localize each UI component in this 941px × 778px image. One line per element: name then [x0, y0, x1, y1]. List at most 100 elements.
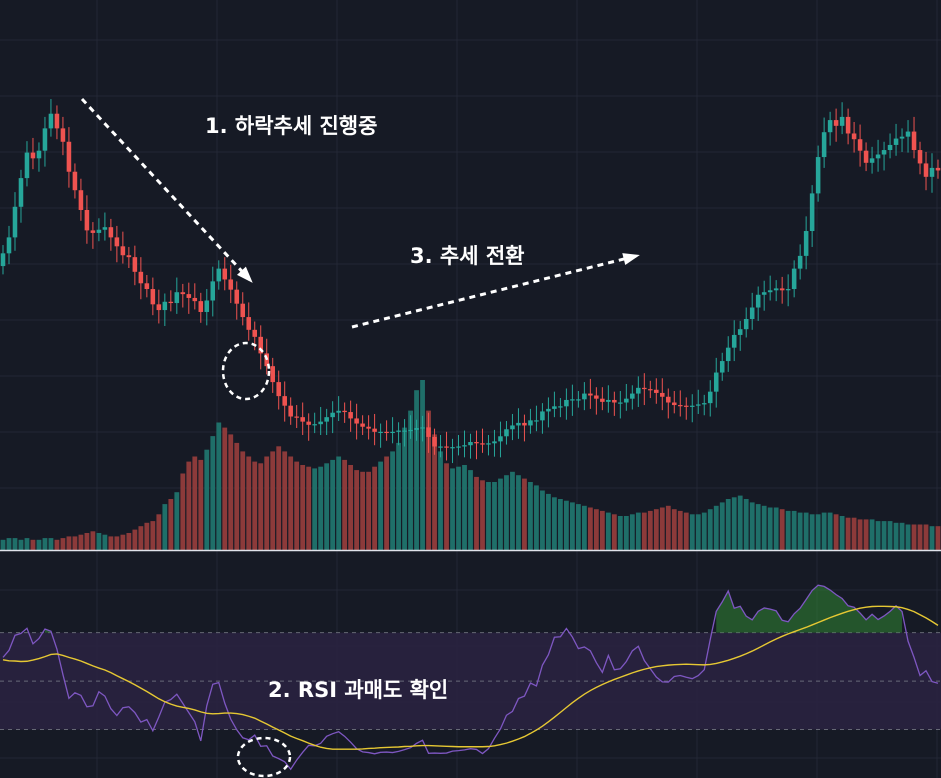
- volume-bar: [767, 507, 773, 550]
- volume-bar: [402, 427, 407, 550]
- candle-body: [138, 271, 144, 284]
- volume-bar: [168, 499, 174, 550]
- candle-body: [462, 445, 467, 447]
- volume-bar: [432, 434, 437, 550]
- candle-body: [198, 301, 204, 312]
- candle-body: [354, 418, 359, 424]
- candle-body: [701, 403, 707, 405]
- volume-bar: [635, 512, 641, 550]
- volume-bar: [743, 499, 749, 550]
- annotation-rsi-oversold: 2. RSI 과매도 확인: [268, 678, 449, 702]
- candle-body: [528, 420, 533, 426]
- volume-bar: [707, 509, 713, 550]
- volume-bar: [300, 465, 306, 550]
- candle-body: [570, 399, 575, 401]
- volume-bar: [156, 514, 162, 550]
- candle-body: [36, 150, 42, 159]
- candle-body: [683, 405, 689, 407]
- candle-body: [624, 398, 629, 403]
- volume-bar: [552, 497, 557, 550]
- volume-bar: [246, 456, 252, 550]
- candle-body: [276, 382, 281, 397]
- candle-body: [456, 446, 461, 448]
- candle-body: [618, 402, 623, 404]
- candle-body: [42, 128, 48, 151]
- candle-body: [737, 329, 743, 335]
- candle-body: [600, 398, 605, 402]
- candle-body: [186, 294, 192, 298]
- volume-bar: [611, 514, 617, 550]
- volume-bar: [48, 538, 54, 550]
- candle-body: [120, 246, 126, 256]
- candle-body: [749, 307, 755, 319]
- volume-bar: [558, 499, 563, 550]
- volume-bar: [492, 482, 497, 550]
- volume-bar: [120, 534, 126, 550]
- volume-bar: [468, 470, 473, 550]
- volume-bar: [755, 504, 761, 550]
- candle-body: [725, 347, 731, 362]
- candle-body: [564, 399, 569, 407]
- candle-body: [450, 447, 455, 449]
- volume-bar: [186, 461, 192, 550]
- volume-bar: [761, 505, 767, 550]
- candle-body: [929, 167, 935, 177]
- candle-body: [294, 416, 299, 418]
- volume-bar: [108, 536, 114, 550]
- candle-body: [180, 292, 186, 295]
- volume-bar: [605, 512, 611, 550]
- volume-bar: [450, 468, 455, 550]
- volume-bar: [240, 451, 246, 550]
- volume-bar: [785, 510, 791, 550]
- candle-body: [588, 393, 593, 396]
- candle-body: [767, 290, 773, 293]
- volume-bar: [114, 536, 120, 550]
- volume-bar: [480, 480, 485, 550]
- volume-bar: [737, 495, 743, 550]
- volume-bar: [647, 510, 653, 550]
- volume-bar: [486, 482, 491, 550]
- volume-bar: [318, 466, 324, 550]
- volume-bar: [408, 410, 413, 550]
- volume-bar: [773, 507, 779, 550]
- candle-body: [192, 297, 198, 302]
- candle-body: [875, 154, 881, 159]
- volume-bar: [312, 468, 318, 550]
- candle-body: [432, 436, 437, 447]
- candle-body: [516, 422, 521, 426]
- candle-body: [468, 442, 473, 446]
- volume-bar: [234, 442, 240, 550]
- candle-body: [84, 209, 90, 231]
- volume-bar: [138, 526, 144, 550]
- volume-bar: [540, 490, 545, 550]
- volume-bar: [474, 476, 479, 550]
- volume-bar: [276, 446, 282, 550]
- volume-bar: [917, 524, 923, 550]
- candle-body: [660, 392, 665, 397]
- volume-bar: [587, 507, 593, 550]
- candle-body: [132, 257, 138, 272]
- volume-bar: [192, 456, 198, 550]
- volume-bar: [456, 466, 461, 550]
- volume-bar: [815, 514, 821, 550]
- candle-body: [857, 139, 863, 151]
- candle-body: [815, 157, 821, 194]
- candle-body: [719, 361, 725, 373]
- volume-bar: [899, 522, 905, 550]
- candle-body: [426, 427, 431, 437]
- candle-body: [534, 420, 539, 422]
- volume-bar: [887, 521, 893, 550]
- volume-bar: [348, 465, 354, 550]
- volume-bar: [929, 526, 935, 550]
- candle-body: [234, 289, 240, 304]
- candle-body: [0, 253, 6, 267]
- volume-bar: [821, 512, 827, 550]
- volume-bar: [593, 509, 599, 550]
- volume-bar: [372, 466, 377, 550]
- candle-body: [348, 412, 353, 419]
- volume-bar: [96, 533, 102, 550]
- candle-body: [791, 268, 797, 290]
- volume-bar: [534, 485, 539, 550]
- volume-bar: [390, 451, 395, 550]
- candle-body: [923, 163, 929, 177]
